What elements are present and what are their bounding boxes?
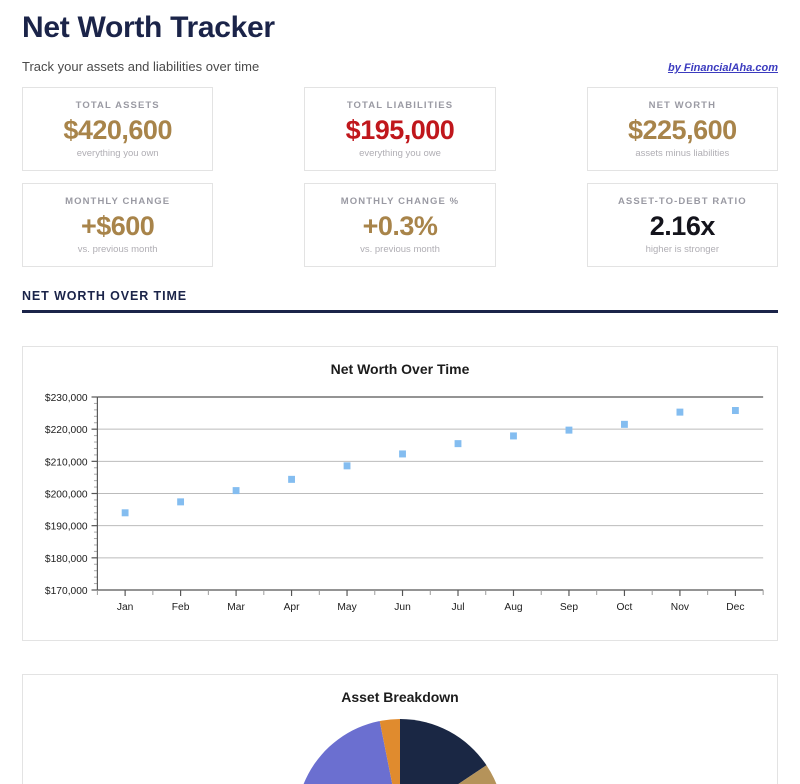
stat-label: MONTHLY CHANGE % [340,196,460,207]
stat-value: 2.16x [649,211,716,241]
svg-text:Jun: Jun [394,602,411,613]
svg-text:Jul: Jul [451,602,464,613]
asset-breakdown-chart [31,713,769,784]
svg-text:Dec: Dec [726,602,744,613]
net-worth-chart: $170,000 $180,000 $190,000 $200,000 $210,000… [31,385,769,630]
stat-value: +0.3% [362,211,438,241]
pie-slice [379,719,400,784]
stat-label: ASSET-TO-DEBT RATIO [617,196,747,207]
svg-text:$220,000: $220,000 [45,425,88,436]
stat-value: $195,000 [345,115,455,145]
svg-text:$210,000: $210,000 [45,457,88,468]
stat-value: $420,600 [63,115,172,145]
asset-breakdown-svg [303,719,497,784]
svg-text:$180,000: $180,000 [45,554,88,565]
stat-card-asset-to-debt-ratio: ASSET-TO-DEBT RATIO 2.16x higher is stro… [586,183,778,267]
svg-text:$190,000: $190,000 [45,522,88,533]
credit-link[interactable]: by FinancialAha.com [667,62,778,74]
svg-text:$230,000: $230,000 [45,393,88,404]
stats-grid: TOTAL ASSETS $420,600 everything you own… [22,87,778,267]
stat-value: $225,600 [628,115,737,145]
svg-text:Feb: Feb [172,602,190,613]
svg-text:Nov: Nov [671,602,690,613]
svg-text:Oct: Oct [616,602,632,613]
chart-title: Net Worth Over Time [330,361,470,377]
svg-text:Sep: Sep [560,602,578,613]
svg-text:May: May [337,602,357,613]
stat-caption: everything you own [76,148,159,159]
section-title: NET WORTH OVER TIME [22,289,188,303]
pie-slice [458,765,497,784]
svg-text:Jan: Jan [117,602,134,613]
stat-caption: vs. previous month [77,244,158,255]
svg-text:$200,000: $200,000 [45,489,88,500]
stat-card-net-worth: NET WORTH $225,600 assets minus liabilit… [586,87,778,171]
asset-breakdown-panel: Asset Breakdown [22,674,778,784]
stat-card-total-liabilities: TOTAL LIABILITIES $195,000 everything yo… [304,87,496,171]
stat-label: TOTAL LIABILITIES [346,100,454,111]
net-worth-chart-panel: Net Worth Over Time $170,000 $180,000 $190… [22,346,778,641]
svg-text:$170,000: $170,000 [45,586,88,597]
stat-caption: vs. previous month [360,244,440,255]
page-header: Net Worth Tracker Track your assets and … [0,0,800,74]
header-subrow: Track your assets and liabilities over t… [22,59,778,74]
stat-card-monthly-change-pct: MONTHLY CHANGE % +0.3% vs. previous mont… [304,183,496,267]
page-title: Net Worth Tracker [22,11,275,44]
stat-card-monthly-change: MONTHLY CHANGE +$600 vs. previous month [22,183,214,267]
stat-label: TOTAL ASSETS [75,100,160,111]
pie-slice [400,719,487,784]
svg-text:Aug: Aug [504,602,522,613]
pie-slice [303,720,393,784]
svg-text:Apr: Apr [284,602,300,613]
svg-text:Mar: Mar [227,602,245,613]
stat-caption: higher is stronger [645,244,720,255]
net-worth-chart-svg: $170,000 $180,000 $190,000 $200,000 $210,000… [45,393,764,613]
stat-card-total-assets: TOTAL ASSETS $420,600 everything you own [22,87,214,171]
section-net-worth-over-time: NET WORTH OVER TIME [22,289,778,313]
stat-label: MONTHLY CHANGE [65,196,171,207]
stat-value: +$600 [80,211,155,241]
page-subtitle: Track your assets and liabilities over t… [22,59,260,74]
pie-chart-title: Asset Breakdown [341,689,459,705]
stat-label: NET WORTH [648,100,717,111]
section-divider [22,310,778,313]
stat-caption: assets minus liabilities [635,148,730,159]
stat-caption: everything you owe [359,148,441,159]
